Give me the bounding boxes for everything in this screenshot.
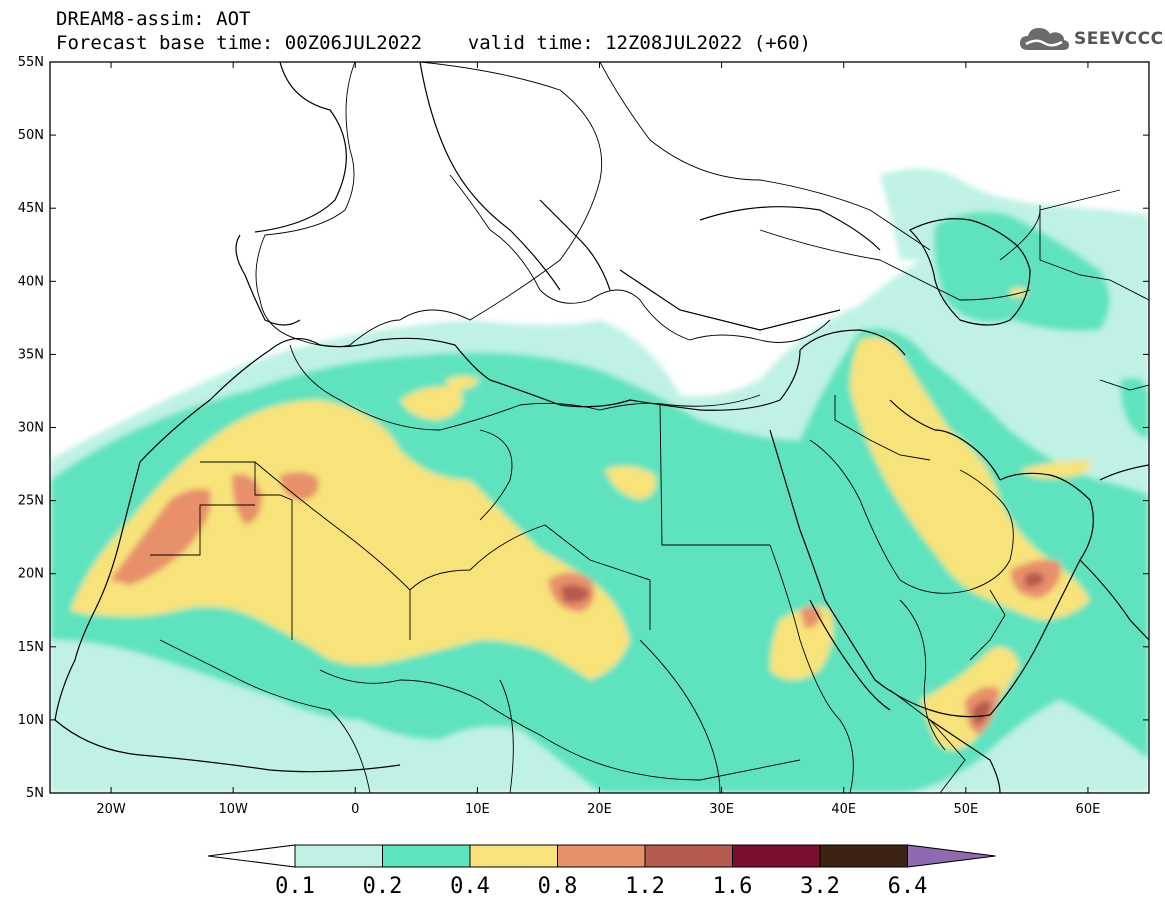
logo-text: SEEVCCC [1074, 29, 1164, 49]
colorbar-bin [819, 844, 908, 868]
lon-tick-label: 10W [218, 802, 248, 817]
lon-tick-label: 10E [465, 802, 490, 817]
seevccc-logo: SEEVCCC [1018, 24, 1164, 54]
colorbar-label: 1.2 [625, 874, 665, 899]
latitude-axis: 55N 50N 45N 40N 35N 30N 25N 20N 15N 10N 5N [18, 55, 1149, 801]
aot-field [50, 168, 1149, 793]
colorbar-label: 0.1 [275, 874, 315, 899]
colorbar-bin [382, 844, 471, 868]
colorbar-high-extend [907, 844, 996, 868]
colorbar-bin [644, 844, 733, 868]
country-borders [150, 62, 1149, 793]
colorbar-bin [294, 844, 383, 868]
colorbar-label: 0.2 [363, 874, 403, 899]
colorbar-bin [557, 844, 646, 868]
colorbar-label: 0.8 [538, 874, 578, 899]
lat-tick-label: 5N [26, 786, 44, 801]
colorbar-label: 1.6 [713, 874, 753, 899]
lat-tick-label: 40N [18, 274, 44, 289]
lat-tick-label: 10N [18, 713, 44, 728]
lon-tick-label: 20E [587, 802, 612, 817]
colorbar-low-extend [207, 844, 296, 868]
lon-tick-label: 50E [953, 802, 978, 817]
lat-tick-label: 50N [18, 128, 44, 143]
lat-tick-label: 25N [18, 494, 44, 509]
aot-colorbar: 0.1 0.2 0.4 0.8 1.2 1.6 3.2 6.4 [207, 844, 996, 899]
coastlines [54, 62, 1149, 793]
lat-tick-label: 15N [18, 640, 44, 655]
lon-tick-label: 60E [1076, 802, 1101, 817]
lat-tick-label: 35N [18, 347, 44, 362]
longitude-axis: 20W 10W 0 10E 20E 30E 40E 50E 60E [96, 62, 1100, 817]
forecast-time-subtitle: Forecast base time: 00Z06JUL2022 valid t… [56, 32, 811, 54]
lon-tick-label: 40E [831, 802, 856, 817]
lat-tick-label: 45N [18, 201, 44, 216]
lat-tick-label: 30N [18, 421, 44, 436]
cloud-icon [1020, 28, 1069, 50]
lon-tick-label: 0 [351, 802, 359, 817]
colorbar-label: 3.2 [800, 874, 840, 899]
lat-tick-label: 55N [18, 55, 44, 70]
map-title: DREAM8-assim: AOT [56, 8, 251, 30]
lat-tick-label: 20N [18, 567, 44, 582]
lon-tick-label: 20W [96, 802, 126, 817]
colorbar-label: 0.4 [450, 874, 490, 899]
colorbar-bin [469, 844, 558, 868]
colorbar-bin [732, 844, 821, 868]
colorbar-label: 6.4 [888, 874, 928, 899]
lon-tick-label: 30E [709, 802, 734, 817]
